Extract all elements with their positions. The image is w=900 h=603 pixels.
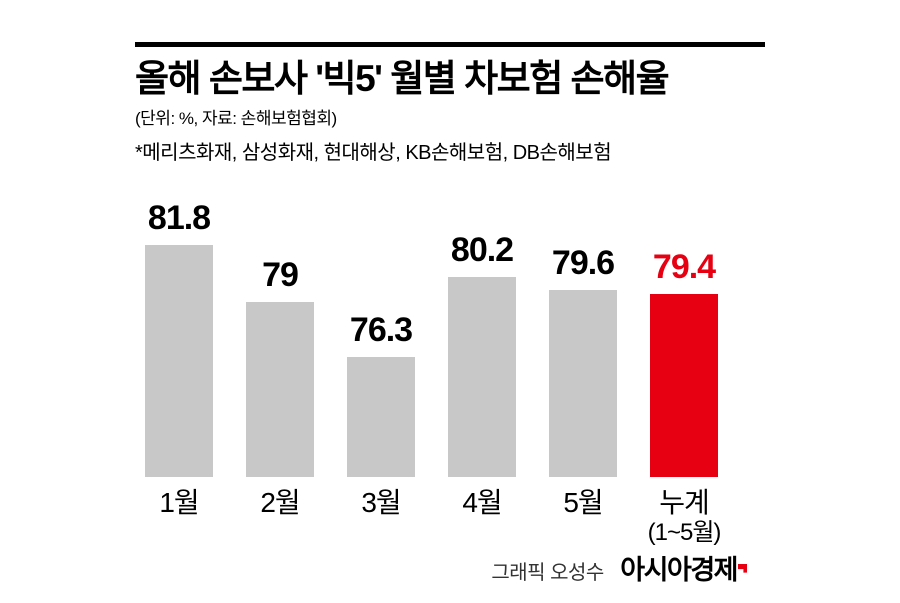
bar-column: 81.8 1월	[145, 199, 213, 553]
bar-x-label: 1월	[159, 486, 199, 518]
bar-x-label: 3월	[361, 486, 401, 518]
bar-x-label: 누계 (1~5월)	[647, 486, 722, 546]
infographic: 올해 손보사 '빅5' 월별 차보험 손해율 (단위: %, 자료: 손해보험협…	[135, 42, 765, 553]
bar	[246, 301, 314, 477]
bar-value-label: 76.3	[349, 310, 413, 349]
bar-column: 79 2월	[246, 256, 314, 553]
bar-value-label: 79	[262, 255, 299, 294]
chart-note: *메리츠화재, 삼성화재, 현대해상, KB손해보험, DB손해보험	[135, 141, 612, 164]
bar	[347, 356, 415, 477]
bar-x-label: 5월	[563, 486, 603, 518]
chart-subtitle: (단위: %, 자료: 손해보험협회)	[135, 108, 337, 128]
brand-mark-icon	[738, 563, 747, 573]
bar	[650, 293, 718, 477]
bar-column: 80.2 4월	[448, 231, 516, 553]
bar-value-label: 79.6	[551, 243, 615, 282]
bar-column: 79.4 누계 (1~5월)	[647, 247, 722, 553]
bar	[549, 289, 617, 477]
chart-title: 올해 손보사 '빅5' 월별 차보험 손해율	[135, 58, 670, 99]
bar-x-label: 2월	[260, 486, 300, 518]
footer-credit: 그래픽 오성수 아시아경제	[135, 548, 747, 587]
bar	[145, 244, 213, 477]
bar-value-label: 80.2	[450, 230, 514, 269]
bar-chart: 81.8 1월 79 2월 76.3 3월 80.2 4월 79.6 5월 79.4 누계 (1~5월)	[135, 199, 765, 553]
brand-logo: 아시아경제	[620, 555, 738, 585]
bar-value-label: 79.4	[652, 247, 716, 286]
top-rule	[135, 42, 765, 47]
bar-x-label: 4월	[462, 486, 502, 518]
bar	[448, 276, 516, 477]
credit-text: 그래픽 오성수	[491, 562, 604, 584]
bar-value-label: 81.8	[147, 198, 211, 237]
bar-column: 79.6 5월	[549, 244, 617, 553]
bar-column: 76.3 3월	[347, 311, 415, 553]
